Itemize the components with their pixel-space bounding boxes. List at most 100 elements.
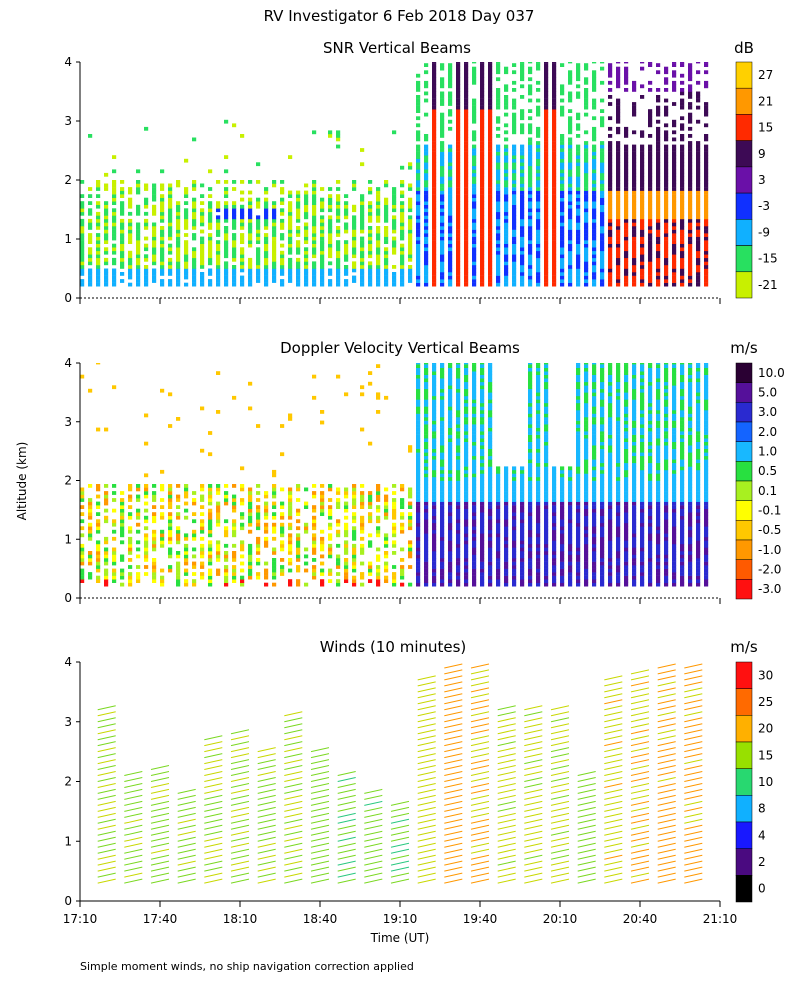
doppler-cell: [392, 533, 397, 538]
snr-cell: [584, 158, 589, 163]
doppler-cell: [472, 402, 477, 407]
doppler-cell: [456, 522, 461, 527]
snr-cell: [712, 212, 716, 216]
snr-cell: [272, 226, 277, 230]
doppler-cell: [200, 448, 205, 453]
snr-cell: [632, 194, 637, 198]
snr-cell: [408, 250, 413, 255]
snr-cell: [392, 208, 397, 213]
snr-cell: [416, 222, 421, 227]
doppler-cell: [112, 558, 117, 562]
snr-cell: [344, 265, 349, 269]
snr-cell: [696, 215, 701, 220]
snr-cell: [632, 151, 637, 156]
doppler-cell: [272, 487, 277, 492]
snr-cell: [624, 80, 629, 85]
doppler-cell: [464, 466, 469, 471]
snr-cell: [144, 226, 149, 230]
doppler-cell: [520, 547, 525, 552]
snr-cell: [536, 282, 541, 287]
snr-cell: [616, 211, 621, 216]
doppler-cell: [96, 505, 101, 509]
snr-cell: [112, 243, 117, 248]
snr-cell: [688, 229, 693, 234]
snr-cell: [680, 180, 685, 184]
snr-cell: [240, 215, 245, 220]
snr-cell: [624, 187, 629, 191]
doppler-cell: [456, 558, 461, 562]
doppler-cell: [528, 522, 533, 527]
doppler-cell: [248, 501, 253, 506]
doppler-cell: [288, 491, 293, 495]
doppler-cell: [432, 540, 437, 545]
snr-cell: [560, 180, 565, 184]
doppler-cell: [440, 572, 445, 576]
snr-cell: [256, 275, 261, 280]
doppler-cell: [528, 378, 533, 383]
doppler-cell: [512, 487, 517, 492]
snr-cell: [504, 197, 509, 202]
snr-cell: [280, 254, 285, 259]
snr-cell: [480, 84, 485, 89]
doppler-cell: [480, 491, 485, 495]
doppler-cell: [480, 441, 485, 446]
snr-cell: [536, 172, 541, 177]
snr-cell: [712, 240, 716, 244]
snr-cell: [416, 144, 421, 149]
doppler-cell: [344, 526, 349, 531]
doppler-cell: [136, 572, 141, 576]
doppler-cell: [176, 536, 181, 541]
snr-cell: [680, 194, 685, 198]
snr-cell: [544, 70, 549, 75]
snr-cell: [536, 130, 541, 135]
snr-cell: [624, 265, 629, 269]
snr-cell: [496, 240, 501, 244]
snr-cell: [424, 91, 429, 96]
snr-cell: [680, 201, 685, 205]
snr-cell: [224, 190, 229, 195]
doppler-cell: [448, 378, 453, 383]
snr-cell: [592, 229, 597, 234]
snr-cell: [472, 272, 477, 276]
snr-cell: [88, 218, 93, 223]
snr-cell: [232, 236, 237, 241]
doppler-cell: [536, 445, 541, 449]
snr-cell: [608, 148, 613, 152]
snr-cell: [496, 190, 501, 195]
snr-cell: [456, 148, 461, 152]
snr-cell: [528, 247, 533, 252]
snr-cell: [456, 95, 461, 99]
snr-cell: [568, 116, 573, 121]
snr-cell: [672, 254, 677, 259]
doppler-cell: [552, 582, 557, 587]
doppler-cell: [424, 434, 429, 439]
snr-cell: [472, 215, 477, 220]
snr-cell: [464, 95, 469, 99]
snr-cell: [448, 272, 453, 276]
doppler-cell: [440, 487, 445, 492]
snr-cell: [184, 190, 189, 195]
doppler-cell: [96, 519, 101, 524]
snr-cell: [584, 148, 589, 152]
snr-cell: [248, 236, 253, 241]
snr-cell: [128, 240, 133, 244]
snr-cell: [488, 180, 493, 184]
doppler-cell: [232, 498, 237, 502]
snr-cell: [216, 201, 221, 205]
snr-cell: [680, 176, 685, 181]
snr-cell: [464, 180, 469, 184]
snr-cell: [704, 240, 709, 244]
snr-cell: [704, 151, 709, 156]
doppler-cell: [248, 568, 253, 573]
snr-cell: [232, 187, 237, 191]
doppler-cell: [448, 551, 453, 555]
doppler-cell: [344, 547, 349, 552]
snr-cell: [208, 250, 213, 255]
snr-cell: [192, 183, 197, 188]
snr-cell: [440, 151, 445, 156]
snr-cell: [192, 279, 197, 283]
snr-cell: [568, 183, 573, 188]
doppler-cell: [424, 469, 429, 474]
doppler-cell: [384, 505, 389, 509]
snr-cell: [640, 275, 645, 280]
